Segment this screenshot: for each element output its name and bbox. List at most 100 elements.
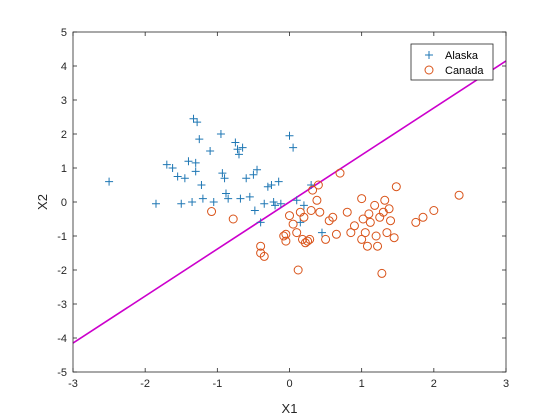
x-tick-label: -3 <box>68 378 78 390</box>
legend-label-alaska: Alaska <box>445 50 479 62</box>
legend-box <box>410 43 494 81</box>
data-point <box>371 231 381 241</box>
data-point <box>357 194 367 204</box>
tick-labels: -3 -2 -1 0 1 2 3 -5 -4 -3 -2 -1 0 1 2 3 4 5 <box>57 27 509 390</box>
data-point <box>238 143 247 152</box>
data-point <box>364 209 374 219</box>
data-point <box>281 236 291 246</box>
x-tick-label: 1 <box>359 378 365 390</box>
x-tick-label: -2 <box>140 378 150 390</box>
data-point <box>391 182 401 192</box>
data-point <box>151 199 160 208</box>
data-point <box>245 192 254 201</box>
data-point <box>198 194 207 203</box>
y-tick-label: 0 <box>61 197 67 209</box>
data-point <box>168 164 177 172</box>
data-point <box>357 234 367 244</box>
data-point <box>234 150 243 159</box>
data-point <box>191 167 200 176</box>
x-tick-label: 2 <box>431 378 437 390</box>
y-tick-label: 5 <box>61 27 67 39</box>
data-point <box>216 130 225 138</box>
data-point <box>233 145 242 154</box>
data-point <box>303 236 313 246</box>
data-point <box>349 221 359 231</box>
y-tick-label: 1 <box>61 163 67 175</box>
y-tick-label: 3 <box>61 95 67 107</box>
axes <box>72 31 507 373</box>
y-tick-label: -5 <box>57 367 67 379</box>
series-alaska <box>105 114 326 237</box>
y-tick-label: -1 <box>57 231 67 243</box>
data-point <box>360 228 370 238</box>
data-point <box>256 241 266 251</box>
data-point <box>256 218 265 227</box>
data-point <box>384 204 394 214</box>
data-point <box>207 207 217 217</box>
data-point <box>281 229 291 239</box>
data-point <box>299 212 309 222</box>
data-point <box>342 207 352 217</box>
data-point <box>105 177 114 186</box>
data-point <box>315 207 325 217</box>
data-point <box>288 219 298 229</box>
data-point <box>221 189 230 198</box>
data-point <box>224 194 233 203</box>
data-point <box>228 214 238 224</box>
legend: Alaska Canada <box>410 43 494 81</box>
data-point <box>293 265 303 275</box>
y-axis-label: X2 <box>35 194 50 210</box>
y-tick-label: -4 <box>57 333 67 345</box>
data-point <box>260 199 269 208</box>
data-point <box>271 201 280 210</box>
data-point <box>299 201 308 210</box>
data-point <box>328 212 338 222</box>
data-point <box>370 200 380 210</box>
data-point <box>305 234 315 244</box>
y-tick-label: -2 <box>57 265 67 277</box>
data-point <box>209 198 218 206</box>
data-point <box>373 241 383 251</box>
data-point <box>429 206 439 215</box>
data-point <box>206 147 215 155</box>
data-point <box>285 211 294 221</box>
data-point <box>307 181 316 189</box>
x-tick-label: -1 <box>212 378 222 390</box>
data-point <box>188 198 197 206</box>
data-point <box>218 169 227 178</box>
data-point <box>382 228 392 238</box>
data-point <box>289 143 298 152</box>
data-point <box>454 190 464 200</box>
data-point <box>195 135 204 144</box>
data-point <box>180 174 189 183</box>
x-axis-label: X1 <box>282 401 298 416</box>
data-point <box>259 251 269 261</box>
data-point <box>386 216 396 226</box>
data-point <box>231 138 240 147</box>
y-tick-label: -3 <box>57 299 67 311</box>
data-point <box>389 233 399 243</box>
data-point <box>362 241 372 251</box>
data-point <box>313 180 323 190</box>
y-tick-label: 4 <box>61 61 67 73</box>
data-point <box>242 174 251 183</box>
data-point <box>346 228 356 238</box>
data-point <box>177 199 186 208</box>
data-point <box>191 158 200 167</box>
data-point <box>189 114 198 123</box>
data-point <box>365 217 375 227</box>
data-point <box>331 229 341 239</box>
data-point <box>267 181 276 189</box>
decision-boundary-line <box>72 60 507 344</box>
data-point <box>162 160 171 169</box>
data-point <box>193 118 202 127</box>
data-point <box>308 185 318 195</box>
data-point <box>249 170 258 179</box>
data-point <box>184 157 193 166</box>
series-canada <box>207 168 464 278</box>
x-tick-label: 0 <box>286 378 292 390</box>
y-tick-label: 2 <box>61 129 67 141</box>
data-point <box>253 165 262 174</box>
data-point <box>321 234 331 244</box>
